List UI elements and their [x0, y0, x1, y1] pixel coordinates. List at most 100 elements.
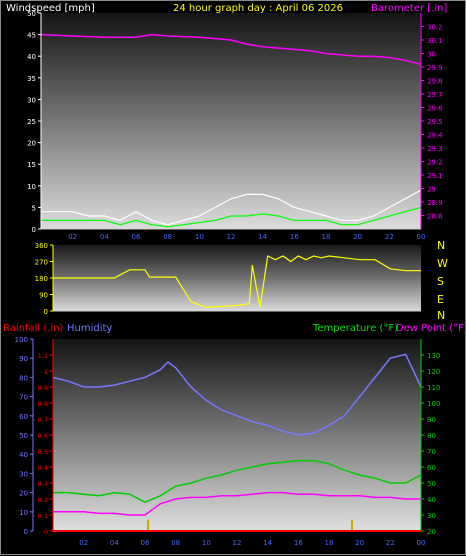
- humidity-tick-label: 40: [19, 451, 28, 459]
- barometer-line: [40, 33, 422, 66]
- temperature-tick-label: 90: [427, 416, 436, 424]
- barometer-tick-label: 29.1: [427, 172, 443, 180]
- temperature-tick-label: 30: [427, 512, 436, 520]
- humidity-tick-label: 70: [19, 394, 28, 402]
- barometer-tick-label: 30.1: [427, 37, 443, 45]
- windspeed-tick-label: 5: [32, 204, 36, 212]
- rain-bar: [351, 519, 353, 531]
- climate-panel-background: [53, 339, 421, 531]
- windspeed-tick-label: 40: [27, 53, 36, 61]
- barometer-tick-label: 30.2: [427, 24, 443, 32]
- windspeed-tick-label: 30: [27, 96, 36, 104]
- climate-x-tick-label: 08: [171, 539, 180, 547]
- barometer-tick-label: 28.8: [427, 213, 443, 221]
- rain-tick-label: 0: [44, 528, 48, 536]
- rain-bar: [147, 519, 150, 531]
- humidity-tick-label: 0: [24, 528, 28, 536]
- direction-tick-label: 180: [35, 275, 48, 283]
- humidity-tick-label: 50: [19, 432, 28, 440]
- direction-label-n-bottom: N: [437, 309, 445, 322]
- direction-label-s: S: [437, 275, 444, 288]
- wind-panel-ticks: 0 5 10 15 20 25 30 35 40 45 50 28.8 28.9 29 29.1 29.2 29…: [27, 10, 443, 241]
- rain-tick-label: 0.9: [38, 384, 48, 392]
- wind-panel-lines: [40, 33, 422, 228]
- temperature-tick-label: 100: [427, 400, 440, 408]
- wind-x-tick-label: 12: [227, 233, 236, 241]
- climate-x-tick-label: 12: [233, 539, 242, 547]
- temperature-tick-label: 130: [427, 352, 440, 360]
- dew-point-line: [53, 491, 421, 516]
- wind-x-tick-label: 00: [417, 233, 426, 241]
- temperature-line: [53, 459, 422, 504]
- windspeed-tick-label: 25: [27, 118, 36, 126]
- climate-x-tick-label: 20: [355, 539, 364, 547]
- climate-x-tick-label: 04: [110, 539, 119, 547]
- barometer-tick-label: 29.8: [427, 78, 443, 86]
- climate-x-tick-label: 14: [263, 539, 272, 547]
- humidity-tick-label: 100: [15, 336, 28, 344]
- windspeed-axis-label: Windspeed [mph]: [6, 3, 95, 14]
- barometer-tick-label: 29.3: [427, 145, 443, 153]
- wind-x-tick-label: 22: [385, 233, 394, 241]
- wind-x-tick-label: 08: [163, 233, 172, 241]
- humidity-tick-label: 90: [19, 355, 28, 363]
- wind-x-tick-label: 06: [132, 233, 141, 241]
- direction-tick-label: 0: [44, 308, 48, 316]
- temperature-tick-label: 40: [427, 496, 436, 504]
- windspeed-tick-label: 35: [27, 75, 36, 83]
- direction-panel-lines: [53, 255, 421, 308]
- climate-x-tick-label: 22: [386, 539, 395, 547]
- wind-gust-line: [41, 189, 422, 226]
- temperature-tick-label: 110: [427, 384, 440, 392]
- barometer-tick-label: 30: [427, 51, 436, 59]
- barometer-axis-label: Barometer [.in]: [371, 3, 447, 14]
- humidity-axis-label: Humidity: [67, 323, 112, 334]
- barometer-tick-label: 29: [427, 186, 436, 194]
- barometer-tick-label: 29.4: [427, 132, 443, 140]
- climate-x-tick-label: 06: [141, 539, 150, 547]
- wind-x-tick-label: 20: [353, 233, 362, 241]
- humidity-tick-label: 10: [19, 509, 28, 517]
- windspeed-tick-label: 20: [27, 140, 36, 148]
- wind-x-tick-label: 14: [258, 233, 267, 241]
- humidity-tick-label: 30: [19, 470, 28, 478]
- wind-panel-background: [41, 13, 421, 229]
- humidity-line: [52, 353, 422, 436]
- rain-tick-label: 0.3: [38, 480, 48, 488]
- direction-label-w: W: [437, 257, 448, 270]
- direction-tick-label: 90: [39, 292, 48, 300]
- wind-x-tick-label: 16: [290, 233, 299, 241]
- wind-x-tick-label: 18: [322, 233, 331, 241]
- barometer-tick-label: 29.6: [427, 105, 443, 113]
- barometer-tick-label: 29.2: [427, 159, 443, 167]
- windspeed-tick-label: 0: [32, 226, 36, 234]
- rain-tick-label: 0.7: [38, 416, 48, 424]
- rain-tick-label: 0.2: [38, 496, 48, 504]
- barometer-tick-label: 28.9: [427, 199, 443, 207]
- windspeed-tick-label: 15: [27, 161, 36, 169]
- humidity-tick-label: 20: [19, 490, 28, 498]
- temperature-tick-label: 120: [427, 368, 440, 376]
- dew-point-axis-label: Dew Point (°F): [396, 323, 466, 334]
- wind-x-tick-label: 02: [68, 233, 77, 241]
- windspeed-tick-label: 45: [27, 32, 36, 40]
- climate-panel-ticks: 010203040506070809010000.10.20.30.40.50.…: [15, 336, 441, 547]
- wind-x-tick-label: 10: [195, 233, 204, 241]
- humidity-tick-label: 80: [19, 374, 28, 382]
- temperature-tick-label: 20: [427, 528, 436, 536]
- windspeed-tick-label: 50: [27, 10, 36, 18]
- barometer-tick-label: 29.9: [427, 64, 443, 72]
- climate-x-tick-label: 18: [325, 539, 334, 547]
- windspeed-line: [41, 206, 422, 228]
- rain-tick-label: 0.1: [38, 512, 48, 520]
- wind-direction-line: [53, 255, 421, 308]
- rain-tick-label: 0.5: [38, 448, 48, 456]
- rain-tick-label: 0.6: [38, 432, 48, 440]
- direction-panel-ticks: 0 90 180 270 360: [35, 242, 53, 316]
- humidity-tick-label: 60: [19, 413, 28, 421]
- temperature-tick-label: 80: [427, 432, 436, 440]
- rain-tick-label: 1.1: [38, 352, 48, 360]
- wind-x-tick-label: 04: [100, 233, 109, 241]
- climate-x-tick-label: 10: [202, 539, 211, 547]
